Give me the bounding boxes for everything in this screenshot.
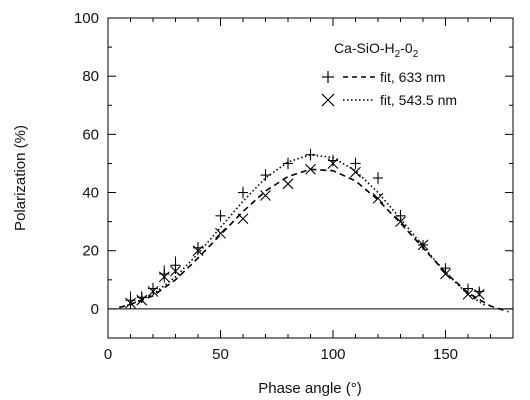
y-axis-label: Polarization (%) [12,125,29,231]
data-point-543 [237,213,249,225]
y-tick-label: 80 [82,68,99,85]
data-point-543 [136,294,148,306]
data-point-633 [305,148,316,161]
x-axis-label: Phase angle (°) [258,380,362,397]
data-point-633 [373,172,383,184]
x-tick-label: 150 [433,346,458,363]
fit-curve-543 [119,153,487,309]
data-point-543 [158,271,170,283]
data-points [125,148,485,309]
data-point-543 [417,239,429,251]
data-point-543 [350,166,361,178]
axis-ticks [107,17,514,339]
legend-label-633: fit, 633 nm [380,69,445,85]
x-tick-label: 50 [212,346,229,363]
x-tick-label: 100 [320,346,345,363]
data-point-543 [440,268,451,280]
data-point-543 [473,288,485,300]
data-point-543 [215,227,226,239]
data-point-543 [327,158,339,169]
legend-marker-plus [322,71,334,83]
legend-label-543: fit, 543.5 nm [380,92,457,108]
y-tick-label: 60 [82,126,99,143]
data-point-543 [170,265,181,277]
data-point-543 [125,297,136,309]
data-point-543 [147,286,159,297]
data-point-633 [463,283,473,294]
data-point-543 [260,190,271,201]
fit-curves [119,153,509,313]
data-point-543 [305,163,316,175]
legend: Ca-SiO-H2-02 fit, 633 nm fit, 543.5 nm [321,40,457,108]
legend-title-sub-2: 2 [413,49,419,60]
data-point-633 [215,210,226,222]
data-point-633 [395,210,406,222]
tick-labels: 0 50 100 150 0 20 40 60 80 100 [74,10,458,363]
y-tick-label: 100 [74,10,99,27]
data-point-543 [192,245,204,257]
x-tick-label: 0 [104,346,112,363]
data-point-543 [395,216,406,228]
y-tick-label: 20 [82,243,99,260]
legend-title-sub-1: 2 [395,49,401,60]
plot-frame [107,17,514,339]
data-point-633 [238,186,248,199]
data-point-633 [440,263,451,274]
data-point-633 [350,157,361,170]
y-tick-label: 0 [91,301,99,318]
data-point-543 [462,288,474,300]
data-point-633 [283,157,293,170]
data-point-543 [372,192,384,204]
legend-title-mid: -0 [400,40,413,56]
legend-marker-cross [321,93,335,107]
fit-curve-633 [119,168,509,313]
y-tick-label: 40 [82,185,99,202]
data-point-633 [260,169,271,181]
data-point-543 [282,178,294,190]
legend-title: Ca-SiO-H2-02 [334,40,419,60]
